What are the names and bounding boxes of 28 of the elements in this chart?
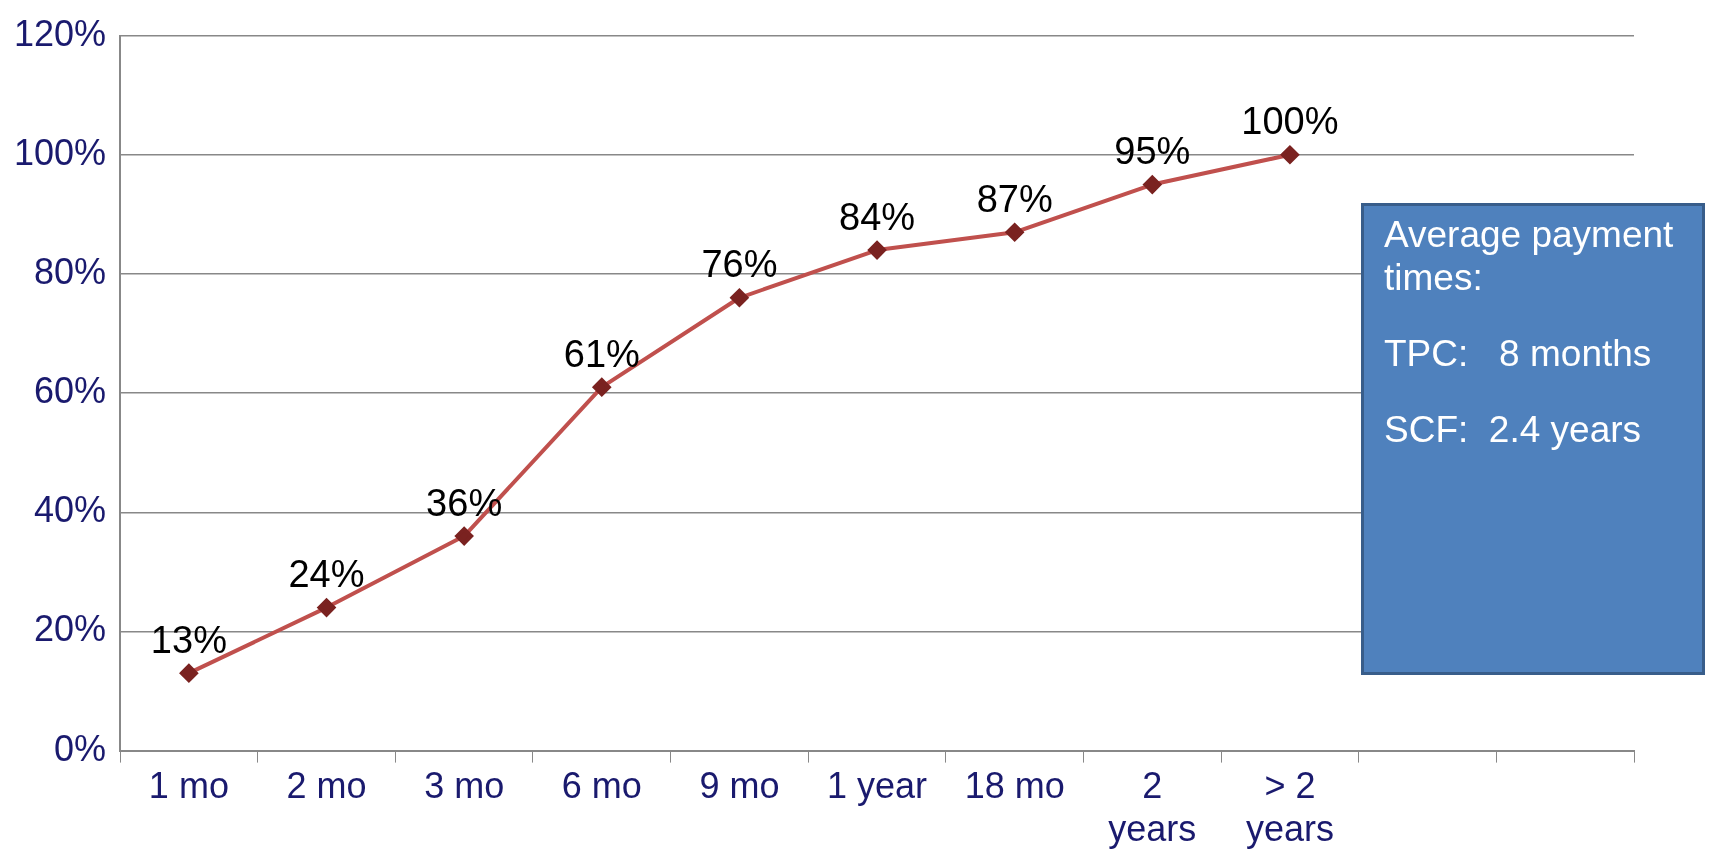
x-tick-label: 2 mo [286,765,367,807]
x-tick-label: 9 mo [699,765,780,807]
y-tick-label: 80% [34,250,107,292]
text: 84% [839,195,916,238]
y-tick-label: 100% [14,131,107,173]
y-tick-label: 20% [34,608,107,650]
x-tick-label: 2 years [1108,765,1197,850]
y-tick-label: 40% [34,489,107,531]
text: 100% [1241,100,1339,143]
x-tick-label: > 2 years [1245,765,1334,850]
x-tick-label: 6 mo [561,765,642,807]
text-box: Average payment times: TPC: 8 months SCF: 2.4 years [1361,203,1705,675]
text: 76% [701,243,778,286]
annotation: Average payment times: [1384,214,1675,300]
text: 13% [150,618,227,661]
x-tick-label: 1 mo [148,765,229,807]
y-tick-label: 0% [54,727,107,769]
annotation: TPC: 8 months [1384,333,1653,376]
x-tick-label: 18 mo [964,765,1065,807]
text: 61% [563,332,640,375]
x-tick-label: 1 year [827,765,928,807]
x-tick-label: 3 mo [424,765,505,807]
y-tick-label: 120% [14,12,107,54]
text: 87% [976,177,1053,220]
annotation: SCF: 2.4 years [1384,409,1643,452]
text: 24% [288,553,365,596]
y-tick-label: 60% [34,370,107,412]
text: 95% [1114,130,1191,173]
